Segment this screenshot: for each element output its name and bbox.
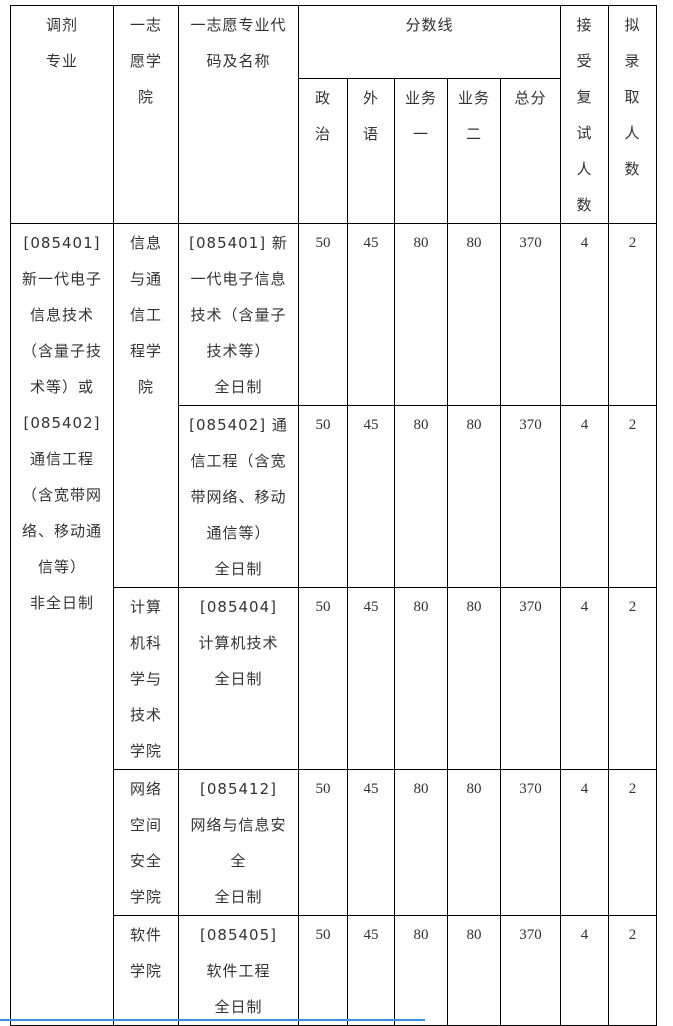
table-row: [085402] 通 信工程（含宽 带网络、移动 通信等） 全日制 50 45 …	[11, 405, 657, 588]
transfer-major-cell: [085401] 新一代电子 信息技术 （含量子技 术等）或 [085402] …	[10, 223, 114, 1026]
foreign-cell: 45	[347, 769, 395, 916]
header-subject1: 业务 一	[394, 78, 448, 224]
subject2-cell: 80	[447, 223, 501, 406]
header-first-choice-school: 一志 愿学 院	[113, 5, 179, 224]
subject2-cell: 80	[447, 405, 501, 588]
admit-cell: 2	[608, 915, 657, 1026]
total-cell: 370	[500, 405, 561, 588]
retest-cell: 4	[560, 769, 609, 916]
header-transfer-major: 调剂 专业	[10, 5, 114, 224]
header-planned-admission: 拟 录 取 人 数	[608, 5, 657, 224]
major-cell: [085405] 软件工程 全日制	[178, 915, 299, 1026]
header-foreign-language: 外 语	[347, 78, 395, 224]
politics-cell: 50	[298, 587, 348, 770]
admit-cell: 2	[608, 587, 657, 770]
subject2-cell: 80	[447, 769, 501, 916]
major-cell: [085401] 新 一代电子信息 技术（含量子 技术等） 全日制	[178, 223, 299, 406]
school-cell: 计算 机科 学与 技术 学院	[113, 587, 179, 770]
foreign-cell: 45	[347, 915, 395, 1026]
retest-cell: 4	[560, 915, 609, 1026]
school-cell: 软件 学院	[113, 915, 179, 1026]
subject1-cell: 80	[394, 223, 448, 406]
subject1-cell: 80	[394, 405, 448, 588]
header-total: 总分	[500, 78, 561, 224]
total-cell: 370	[500, 587, 561, 770]
retest-cell: 4	[560, 587, 609, 770]
foreign-cell: 45	[347, 405, 395, 588]
admission-table: 调剂 专业 一志 愿学 院 一志愿专业代 码及名称 分数线 接 受 复 试 人 …	[10, 4, 657, 1026]
total-cell: 370	[500, 915, 561, 1026]
major-cell: [085404] 计算机技术 全日制	[178, 587, 299, 770]
admit-cell: 2	[608, 223, 657, 406]
table-row: [085401] 新一代电子 信息技术 （含量子技 术等）或 [085402] …	[10, 223, 657, 1026]
retest-cell: 4	[560, 223, 609, 406]
table-row: 计算 机科 学与 技术 学院 [085404] 计算机技术 全日制 50 45 …	[11, 587, 657, 770]
politics-cell: 50	[298, 915, 348, 1026]
politics-cell: 50	[298, 223, 348, 406]
header-subject2: 业务 二	[447, 78, 501, 224]
foreign-cell: 45	[347, 587, 395, 770]
foreign-cell: 45	[347, 223, 395, 406]
subject1-cell: 80	[394, 769, 448, 916]
major-cell: [085412] 网络与信息安 全 全日制	[178, 769, 299, 916]
subject1-cell: 80	[394, 587, 448, 770]
header-politics: 政 治	[298, 78, 348, 224]
politics-cell: 50	[298, 405, 348, 588]
header-accepted-retest: 接 受 复 试 人 数	[560, 5, 609, 224]
retest-cell: 4	[560, 405, 609, 588]
school-cell: 网络 空间 安全 学院	[113, 769, 179, 916]
table-row: 软件 学院 [085405] 软件工程 全日制 50 45 80 80 370 …	[11, 915, 657, 1026]
subject2-cell: 80	[447, 587, 501, 770]
admit-cell: 2	[608, 405, 657, 588]
header-score-line: 分数线	[298, 4, 561, 80]
subject2-cell: 80	[447, 915, 501, 1026]
header-first-choice-major: 一志愿专业代 码及名称	[178, 5, 299, 224]
major-cell: [085402] 通 信工程（含宽 带网络、移动 通信等） 全日制	[178, 405, 299, 588]
admit-cell: 2	[608, 769, 657, 916]
total-cell: 370	[500, 769, 561, 916]
politics-cell: 50	[298, 769, 348, 916]
subject1-cell: 80	[394, 915, 448, 1026]
total-cell: 370	[500, 223, 561, 406]
scroll-indicator-line	[0, 1019, 425, 1021]
school-cell: 信息 与通 信工 程学 院	[113, 223, 179, 588]
